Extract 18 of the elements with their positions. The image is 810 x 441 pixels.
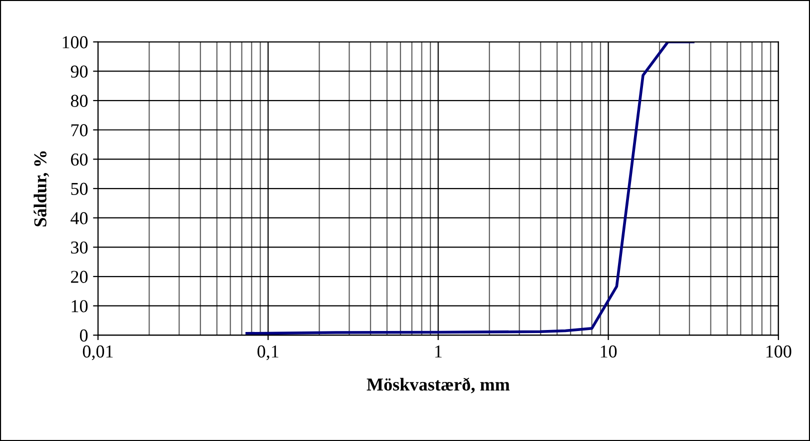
y-tick-label: 80 xyxy=(70,94,88,107)
y-axis-title: Sáldur, % xyxy=(34,151,50,226)
x-tick-label: 100 xyxy=(766,345,792,358)
x-tick-label: 0,01 xyxy=(82,345,113,360)
y-tick-label: 50 xyxy=(71,182,88,195)
x-tick-label: 10 xyxy=(600,345,617,358)
x-tick-label: 1 xyxy=(435,345,442,358)
y-tick-label: 20 xyxy=(71,270,88,283)
y-tick-label: 60 xyxy=(71,153,88,166)
y-tick-label: 70 xyxy=(71,124,88,136)
y-tick-label: 40 xyxy=(70,212,88,224)
y-tick-label: 30 xyxy=(71,241,88,254)
y-tick-label: 90 xyxy=(70,65,88,78)
x-tick-label: 0,1 xyxy=(258,345,278,360)
x-axis-title: Möskvastærð, mm xyxy=(366,378,510,394)
y-tick-label: 10 xyxy=(72,300,88,312)
y-tick-label: 100 xyxy=(62,36,88,48)
y-tick-label: 0 xyxy=(80,329,88,342)
